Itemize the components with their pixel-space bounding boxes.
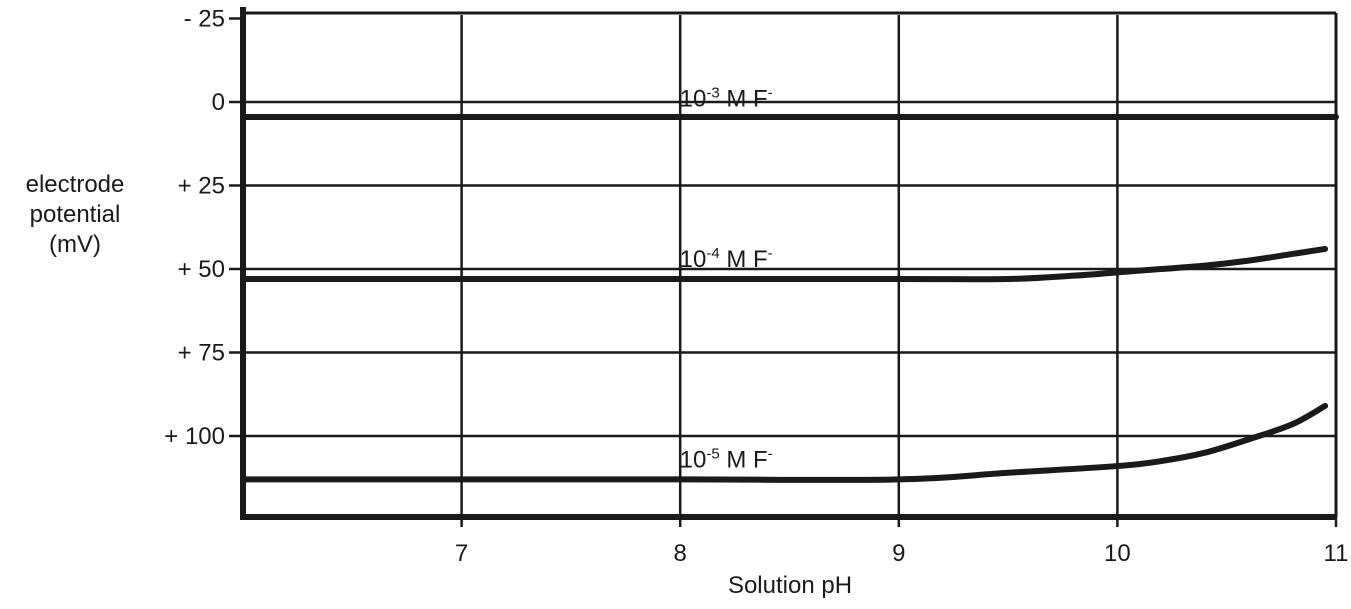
- x-axis-label: Solution pH: [727, 572, 853, 599]
- y-axis-label-line: electrode: [25, 171, 125, 198]
- y-tick-label: + 75: [178, 340, 225, 367]
- x-tick-label: 10: [1104, 540, 1131, 567]
- y-axis-label: electrode potential (mV): [0, 170, 150, 260]
- y-tick-label: + 25: [178, 173, 225, 200]
- series-label: 10-5 M F-: [680, 445, 773, 473]
- y-axis-label-line: potential: [29, 201, 121, 228]
- series-label: 10-4 M F-: [680, 245, 773, 273]
- y-tick-label: + 100: [164, 423, 225, 450]
- y-tick-label: + 50: [178, 256, 225, 283]
- series-label: 10-3 M F-: [680, 85, 773, 113]
- y-tick-label: - 25: [184, 6, 225, 33]
- series-line: [240, 245, 1329, 283]
- y-tick-label: 0: [212, 89, 225, 116]
- x-tick-label: 8: [674, 540, 687, 567]
- x-tick-label: 9: [892, 540, 905, 567]
- x-tick-label: 7: [455, 540, 468, 567]
- x-tick-label: 11: [1324, 540, 1349, 567]
- y-axis-label-line: (mV): [49, 231, 101, 258]
- series-line: [240, 402, 1329, 483]
